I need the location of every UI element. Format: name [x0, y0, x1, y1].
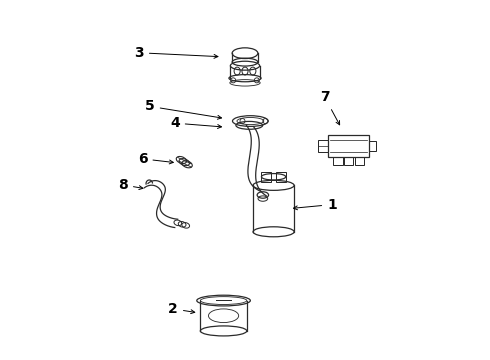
Text: 4: 4 — [170, 116, 221, 130]
Bar — [318, 140, 328, 153]
Bar — [355, 157, 364, 165]
Bar — [276, 172, 287, 182]
Text: 8: 8 — [118, 178, 143, 192]
Text: 7: 7 — [320, 90, 340, 125]
Text: 3: 3 — [134, 46, 218, 60]
Bar — [261, 172, 270, 182]
Bar — [344, 157, 353, 165]
Text: 1: 1 — [294, 198, 337, 212]
Bar — [369, 141, 375, 152]
Text: 2: 2 — [168, 302, 195, 316]
Text: 5: 5 — [145, 99, 221, 119]
Bar — [328, 135, 369, 157]
Bar — [333, 157, 343, 165]
Text: 6: 6 — [138, 152, 173, 166]
